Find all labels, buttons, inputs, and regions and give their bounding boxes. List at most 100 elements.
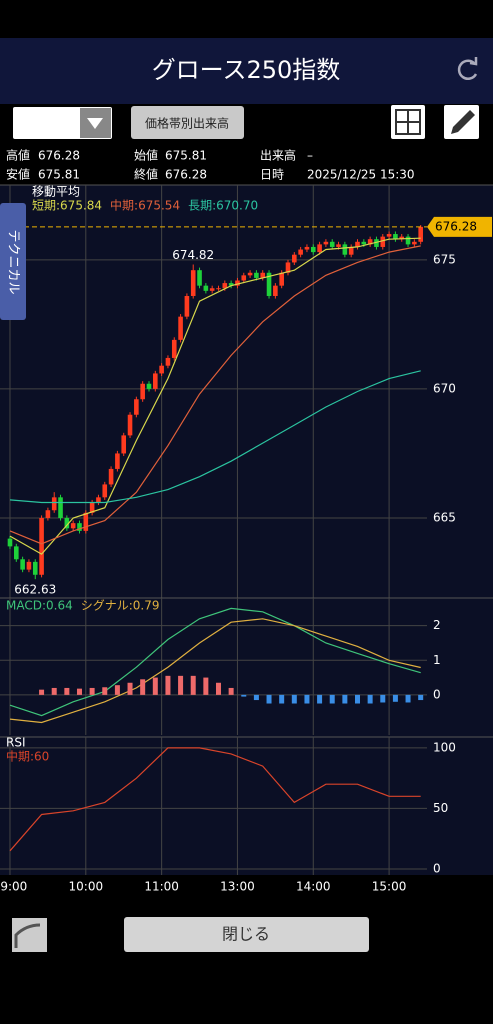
legend-entry: 短期:675.84 bbox=[32, 199, 102, 213]
technical-tab[interactable] bbox=[0, 203, 26, 320]
info-value: 675.81 bbox=[38, 168, 80, 182]
histogram-bar bbox=[304, 694, 310, 704]
interval-label: 5分足 bbox=[20, 117, 54, 132]
candle-body bbox=[386, 234, 392, 237]
candle-body bbox=[361, 241, 367, 245]
y-tick-label: 0 bbox=[433, 687, 441, 701]
histogram-bar bbox=[102, 687, 108, 695]
candle-body bbox=[51, 497, 57, 511]
candle-body bbox=[412, 241, 417, 245]
histogram-bar bbox=[39, 689, 45, 695]
histogram-bar bbox=[165, 675, 171, 695]
info-value: – bbox=[307, 149, 313, 163]
x-tick-label: 15:00 bbox=[372, 880, 407, 894]
chart-background bbox=[0, 185, 493, 875]
candle-body bbox=[7, 538, 13, 547]
price-annotation: 674.82 bbox=[172, 248, 214, 262]
y-tick-label: 675 bbox=[433, 252, 456, 266]
header-bar bbox=[0, 38, 493, 104]
x-tick-label: 09:00 bbox=[0, 880, 27, 894]
series-line bbox=[9, 237, 421, 555]
series-line bbox=[9, 747, 421, 852]
x-tick-label: 10:00 bbox=[69, 880, 104, 894]
histogram-bar bbox=[152, 677, 158, 695]
histogram-bar bbox=[215, 682, 221, 695]
histogram-bar bbox=[266, 694, 272, 704]
candle-body bbox=[83, 512, 89, 531]
candle-body bbox=[405, 236, 411, 245]
volume-button[interactable] bbox=[131, 106, 244, 139]
candle-body bbox=[317, 244, 322, 253]
histogram-bar bbox=[418, 694, 424, 701]
y-tick-label: 50 bbox=[433, 801, 448, 815]
candle-body bbox=[64, 517, 70, 529]
series-line bbox=[9, 607, 421, 717]
panel-title: 移動平均 bbox=[32, 185, 80, 199]
candle-body bbox=[89, 502, 95, 513]
volume-button-label: 価格帯別出来高 bbox=[145, 116, 229, 131]
histogram-bar bbox=[380, 694, 386, 703]
histogram-bar bbox=[329, 694, 335, 704]
candle-body bbox=[285, 262, 291, 273]
candle-body bbox=[77, 523, 82, 531]
x-tick-label: 13:00 bbox=[220, 880, 255, 894]
info-value: 675.81 bbox=[165, 149, 207, 163]
pencil-icon bbox=[451, 110, 475, 134]
candle-body bbox=[216, 288, 221, 290]
y-tick-label: 0 bbox=[433, 861, 441, 875]
y-tick-label: 2 bbox=[433, 618, 441, 632]
y-tick-label: 665 bbox=[433, 510, 456, 524]
technical-tab-label: テクニカル bbox=[6, 229, 21, 294]
candle-body bbox=[190, 270, 196, 296]
histogram-bar bbox=[51, 687, 57, 695]
candle-body bbox=[171, 339, 177, 358]
candle-body bbox=[292, 254, 297, 263]
back-icon[interactable] bbox=[12, 918, 47, 952]
candle-body bbox=[393, 234, 398, 240]
histogram-bar bbox=[76, 688, 82, 695]
candle-body bbox=[241, 275, 247, 281]
refresh-icon[interactable] bbox=[457, 57, 478, 80]
candle-body bbox=[273, 285, 278, 296]
candle-body bbox=[197, 270, 202, 286]
candle-body bbox=[367, 239, 373, 245]
y-tick-label: 1 bbox=[433, 653, 441, 667]
candle-body bbox=[235, 280, 240, 286]
candle-body bbox=[140, 383, 145, 400]
x-tick-label: 11:00 bbox=[144, 880, 179, 894]
candle-body bbox=[153, 373, 158, 389]
candle-body bbox=[348, 246, 354, 255]
candle-body bbox=[184, 295, 190, 317]
series-line bbox=[9, 245, 421, 545]
histogram-bar bbox=[64, 687, 70, 695]
info-label: 出来高 bbox=[260, 148, 296, 163]
charts: 665 670 675 674.82 662.63 676.28 移動平均短期:675.84… bbox=[0, 184, 493, 894]
info-value: 676.28 bbox=[38, 149, 80, 163]
candle-body bbox=[70, 523, 76, 529]
histogram-bar bbox=[114, 685, 120, 695]
candle-body bbox=[178, 316, 183, 340]
legend-entry: シグナル:0.79 bbox=[81, 599, 160, 613]
close-button[interactable] bbox=[124, 917, 369, 952]
histogram-bar bbox=[317, 694, 323, 704]
candle-body bbox=[127, 414, 133, 436]
info-label: 日時 bbox=[260, 168, 284, 182]
histogram-bar bbox=[203, 677, 209, 695]
candle-body bbox=[298, 249, 303, 255]
last-price-tag bbox=[427, 216, 492, 237]
histogram-bar bbox=[178, 675, 184, 695]
info-label: 高値 bbox=[6, 148, 30, 163]
close-button-label: 閉じる bbox=[222, 925, 270, 944]
info-value: 676.28 bbox=[165, 168, 207, 182]
series-line bbox=[9, 618, 421, 724]
candle-body bbox=[329, 241, 335, 247]
info-label: 安値 bbox=[6, 167, 30, 182]
candle-body bbox=[58, 497, 63, 518]
legend-entry: 中期:675.54 bbox=[110, 198, 180, 213]
series-line bbox=[9, 370, 421, 504]
candle-body bbox=[102, 484, 108, 498]
candle-body bbox=[247, 272, 253, 276]
histogram-bar bbox=[405, 694, 411, 703]
candle-body bbox=[14, 546, 19, 560]
